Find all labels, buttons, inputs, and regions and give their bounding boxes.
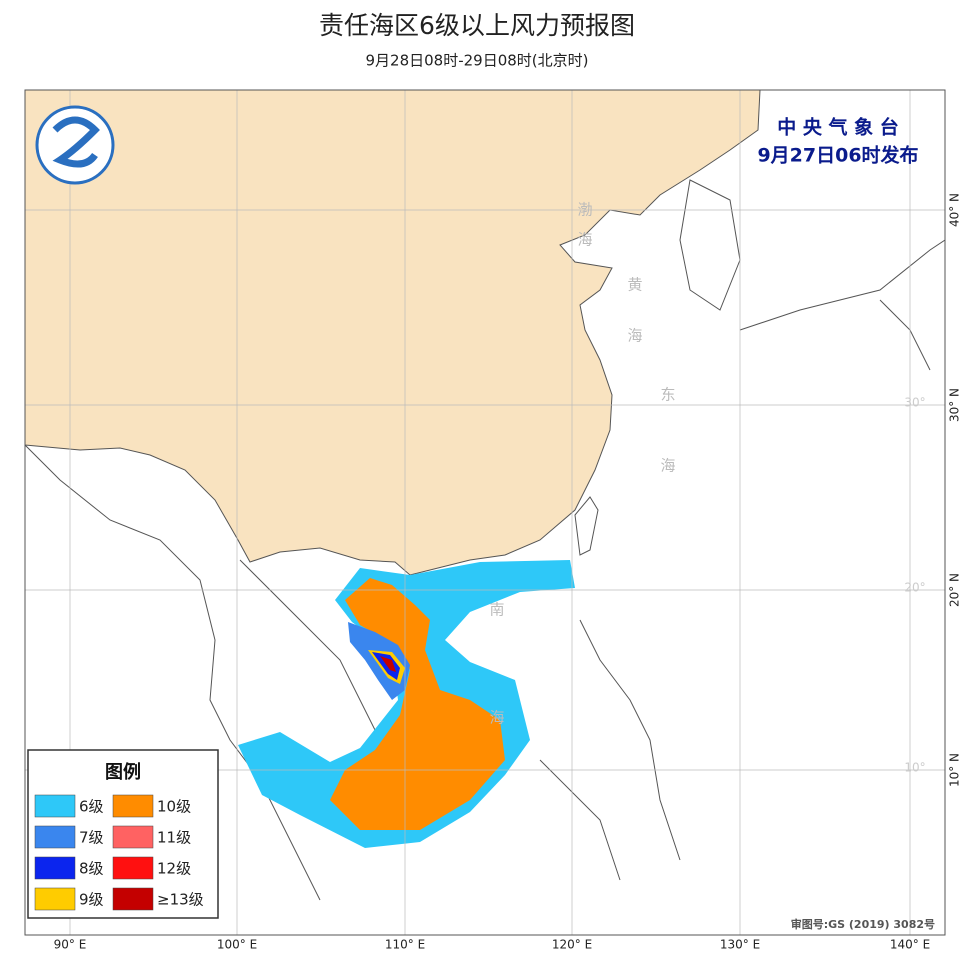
lon-label: 130° E bbox=[720, 938, 760, 952]
sea-label: 南 bbox=[489, 601, 504, 619]
sea-label: 海 bbox=[577, 231, 592, 249]
legend-swatch bbox=[112, 887, 154, 911]
china-land bbox=[25, 90, 761, 576]
legend-label: 7级 bbox=[79, 829, 104, 847]
legend-swatch bbox=[112, 825, 154, 849]
philippines-borneo-outline bbox=[539, 619, 681, 881]
sea-label: 黄 bbox=[627, 276, 642, 294]
lat-label: 20° N bbox=[948, 573, 962, 607]
title: 责任海区6级以上风力预报图 bbox=[319, 11, 635, 40]
lon-label: 100° E bbox=[217, 938, 257, 952]
legend-swatch bbox=[34, 887, 76, 911]
korea-outline bbox=[679, 179, 741, 311]
wind-zones bbox=[238, 560, 575, 848]
wind-zone bbox=[372, 652, 400, 680]
map-body: 中 央 气 象 台 9月27日06时发布 审图号:GS (2019) 3082号… bbox=[25, 90, 945, 935]
legend-title: 图例 bbox=[105, 761, 141, 783]
legend-swatch bbox=[34, 794, 76, 818]
legend-label: 12级 bbox=[157, 860, 191, 878]
legend-swatch bbox=[34, 856, 76, 880]
legend-label: 6级 bbox=[79, 798, 104, 816]
sea-label: 渤 bbox=[577, 201, 592, 219]
inner-lat-label: 20° bbox=[904, 581, 925, 595]
taiwan-outline bbox=[574, 496, 599, 556]
lon-label: 110° E bbox=[385, 938, 425, 952]
legend: 图例 6级 10级 7级 11级 8级 12级 9级 ≥13级 bbox=[27, 749, 219, 919]
sea-label: 海 bbox=[627, 327, 642, 345]
logo-mark bbox=[52, 116, 100, 168]
grid bbox=[25, 90, 945, 935]
legend-swatch bbox=[34, 825, 76, 849]
lat-label: 30° N bbox=[948, 388, 962, 422]
approval-number: 审图号:GS (2019) 3082号 bbox=[791, 917, 935, 931]
lat-label: 40° N bbox=[948, 193, 962, 227]
legend-label: 10级 bbox=[157, 798, 191, 816]
legend-label: 8级 bbox=[79, 860, 104, 878]
lon-label: 140° E bbox=[890, 938, 930, 952]
issue-date: 9月27日06时发布 bbox=[757, 144, 918, 167]
sea-label: 海 bbox=[660, 457, 675, 475]
lon-label: 90° E bbox=[54, 938, 87, 952]
issuer-name: 中 央 气 象 台 bbox=[777, 116, 898, 139]
lat-label: 10° N bbox=[948, 753, 962, 787]
legend-swatch bbox=[112, 794, 154, 818]
wind-zone bbox=[330, 578, 505, 830]
wind-zone bbox=[380, 656, 396, 672]
legend-label: 11级 bbox=[157, 829, 191, 847]
sea-label: 东 bbox=[660, 386, 675, 404]
subtitle: 9月28日08时-29日08时(北京时) bbox=[365, 52, 588, 70]
lon-label: 120° E bbox=[552, 938, 592, 952]
legend-label: 9级 bbox=[79, 891, 104, 909]
legend-label: ≥13级 bbox=[157, 891, 204, 909]
sea-label: 海 bbox=[489, 709, 504, 727]
legend-swatch bbox=[112, 856, 154, 880]
map-frame bbox=[24, 89, 946, 936]
inner-lat-label: 30° bbox=[904, 396, 925, 410]
inner-lat-label: 10° bbox=[904, 761, 925, 775]
